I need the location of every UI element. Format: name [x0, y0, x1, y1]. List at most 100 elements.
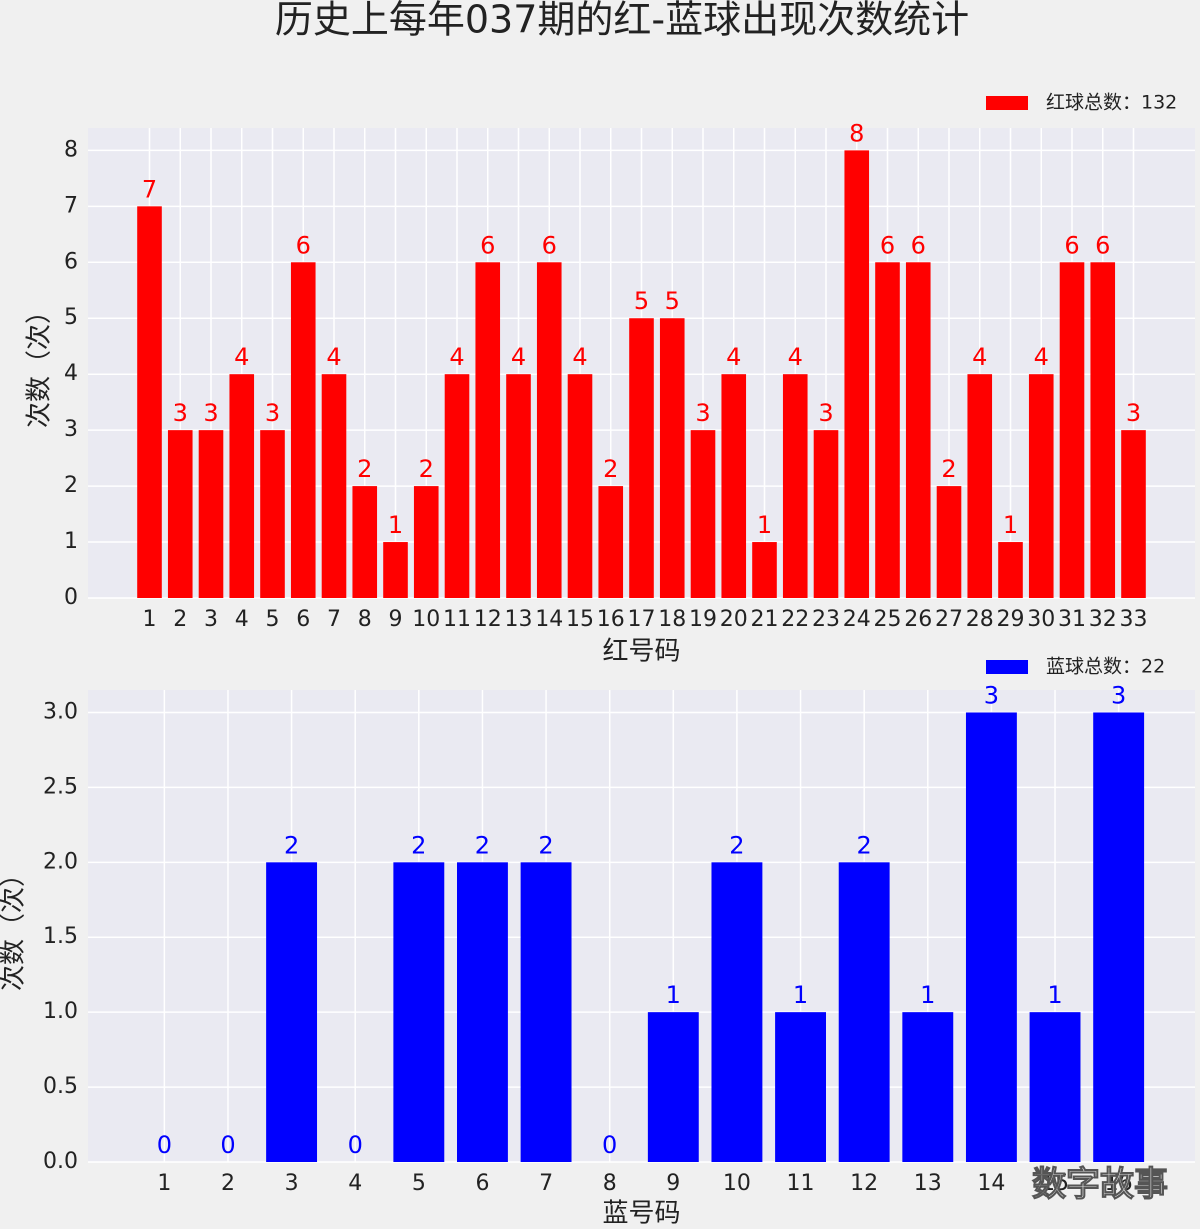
bar — [1090, 262, 1116, 598]
x-tick-label: 22 — [781, 607, 809, 632]
bar — [198, 430, 224, 598]
x-tick-label: 3 — [285, 1171, 299, 1196]
data-label: 1 — [1003, 511, 1018, 539]
x-tick-label: 24 — [843, 607, 871, 632]
x-tick-label: 8 — [358, 607, 372, 632]
watermark: 数字故事 — [1032, 1165, 1168, 1205]
bar — [536, 262, 562, 598]
bar — [782, 374, 808, 598]
data-label: 3 — [695, 399, 710, 427]
x-tick-label: 26 — [904, 607, 932, 632]
y-tick-label: 5 — [64, 305, 78, 330]
y-tick-label: 3.0 — [43, 699, 78, 724]
y-tick-label: 4 — [64, 361, 78, 386]
bar — [457, 862, 508, 1162]
data-label: 7 — [142, 175, 157, 203]
data-label: 6 — [1064, 231, 1079, 259]
y-tick-label: 6 — [64, 249, 78, 274]
data-label: 2 — [538, 831, 553, 859]
x-tick-label: 28 — [966, 607, 994, 632]
data-label: 3 — [265, 399, 280, 427]
bar — [506, 374, 531, 598]
x-tick-label: 2 — [173, 607, 187, 632]
bar — [383, 542, 408, 598]
bar — [444, 374, 470, 598]
bar — [813, 430, 839, 598]
y-tick-label: 2 — [64, 473, 78, 498]
y-axis-label: 次数（次） — [25, 298, 55, 428]
bar — [752, 542, 777, 598]
data-label: 3 — [1111, 681, 1126, 709]
x-tick-label: 32 — [1089, 607, 1117, 632]
bar — [775, 1012, 826, 1162]
y-tick-label: 1 — [64, 529, 78, 554]
bar — [1029, 1012, 1081, 1162]
bar — [413, 486, 439, 598]
data-label: 3 — [203, 399, 218, 427]
x-tick-label: 19 — [689, 607, 717, 632]
x-tick-label: 11 — [443, 607, 471, 632]
data-label: 4 — [972, 343, 987, 371]
x-tick-label: 15 — [566, 607, 594, 632]
x-tick-label: 6 — [475, 1171, 489, 1196]
data-label: 4 — [788, 343, 803, 371]
y-tick-label: 2.5 — [43, 774, 78, 799]
data-label: 1 — [793, 981, 808, 1009]
data-label: 1 — [920, 981, 935, 1009]
data-label: 4 — [726, 343, 741, 371]
x-tick-label: 33 — [1120, 607, 1148, 632]
figure-title: 历史上每年037期的红-蓝球出现次数统计 — [275, 0, 969, 42]
legend-swatch — [986, 660, 1028, 674]
data-label: 4 — [1034, 343, 1049, 371]
bar — [167, 430, 193, 598]
y-tick-label: 1.5 — [43, 924, 78, 949]
bar — [260, 430, 285, 598]
x-tick-label: 10 — [412, 607, 440, 632]
x-tick-label: 27 — [935, 607, 963, 632]
bar — [1093, 712, 1145, 1162]
bar — [1121, 430, 1146, 598]
x-axis-label: 蓝号码 — [602, 1199, 680, 1229]
bar — [229, 374, 255, 598]
x-tick-label: 8 — [603, 1171, 617, 1196]
data-label: 6 — [296, 231, 311, 259]
data-label: 2 — [603, 455, 618, 483]
bar — [137, 206, 162, 599]
data-label: 6 — [1095, 231, 1110, 259]
bar — [393, 862, 445, 1162]
bar — [838, 862, 890, 1162]
data-label: 2 — [419, 455, 434, 483]
bar — [905, 262, 931, 598]
data-label: 3 — [984, 681, 999, 709]
data-label: 4 — [234, 343, 249, 371]
y-axis-label: 次数（次） — [0, 861, 29, 991]
bar — [598, 486, 624, 598]
x-tick-label: 23 — [812, 607, 840, 632]
y-tick-label: 8 — [64, 137, 78, 162]
bar — [711, 862, 763, 1162]
data-label: 1 — [1047, 981, 1062, 1009]
x-axis-label: 红号码 — [602, 637, 680, 667]
bar — [647, 1012, 699, 1162]
x-tick-label: 13 — [914, 1171, 942, 1196]
x-tick-label: 16 — [597, 607, 625, 632]
bar — [290, 262, 316, 598]
x-tick-label: 10 — [723, 1171, 751, 1196]
data-label: 1 — [388, 511, 403, 539]
data-label: 4 — [572, 343, 587, 371]
data-label: 2 — [284, 831, 299, 859]
data-label: 0 — [602, 1131, 617, 1159]
y-tick-label: 0 — [64, 585, 78, 610]
data-label: 5 — [665, 287, 680, 315]
bar — [659, 318, 685, 598]
bar — [965, 712, 1017, 1162]
x-tick-label: 20 — [720, 607, 748, 632]
x-tick-label: 14 — [535, 607, 563, 632]
data-label: 6 — [542, 231, 557, 259]
x-tick-label: 9 — [389, 607, 403, 632]
x-tick-label: 14 — [977, 1171, 1005, 1196]
data-label: 0 — [220, 1131, 235, 1159]
bar — [567, 374, 593, 598]
bar — [902, 1012, 954, 1162]
x-tick-label: 7 — [539, 1171, 553, 1196]
